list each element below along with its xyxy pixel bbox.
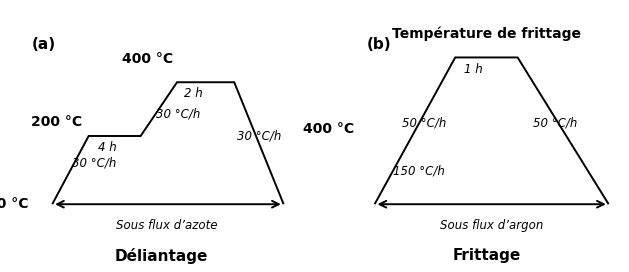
Text: (a): (a) bbox=[31, 37, 55, 52]
Text: 30 °C/h: 30 °C/h bbox=[156, 108, 201, 121]
Text: 150 °C/h: 150 °C/h bbox=[393, 165, 445, 178]
Text: 4 h: 4 h bbox=[97, 141, 116, 154]
Text: 400 °C: 400 °C bbox=[303, 122, 354, 136]
Text: 2 h: 2 h bbox=[184, 87, 203, 100]
Text: 20 °C: 20 °C bbox=[0, 197, 29, 211]
Text: Déliantage: Déliantage bbox=[114, 248, 208, 264]
Text: Sous flux d’azote: Sous flux d’azote bbox=[116, 219, 218, 232]
Text: Sous flux d’argon: Sous flux d’argon bbox=[440, 219, 543, 232]
Text: 200 °C: 200 °C bbox=[31, 115, 82, 129]
Text: 50 °C/h: 50 °C/h bbox=[533, 116, 577, 129]
Text: 400 °C: 400 °C bbox=[123, 52, 174, 66]
Text: 1 h: 1 h bbox=[464, 63, 483, 76]
Text: Température de frittage: Température de frittage bbox=[392, 26, 581, 41]
Text: 30 °C/h: 30 °C/h bbox=[72, 156, 116, 169]
Text: 50 °C/h: 50 °C/h bbox=[402, 116, 447, 129]
Text: (b): (b) bbox=[367, 37, 391, 52]
Text: Frittage: Frittage bbox=[452, 248, 521, 263]
Text: 30 °C/h: 30 °C/h bbox=[237, 129, 281, 143]
